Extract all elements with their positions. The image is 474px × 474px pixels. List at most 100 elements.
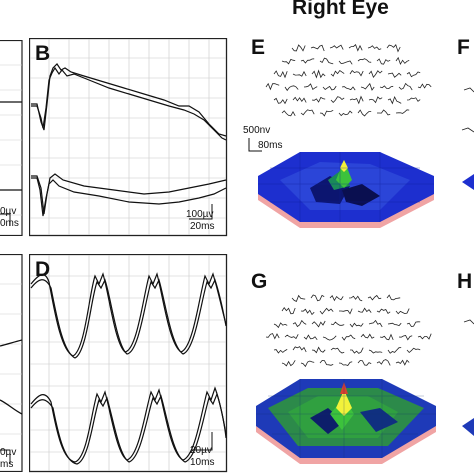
panel-h-partial bbox=[462, 319, 474, 436]
response-trace bbox=[330, 321, 345, 326]
panel-f-partial bbox=[461, 87, 474, 190]
response-trace bbox=[398, 335, 413, 341]
response-trace bbox=[300, 308, 315, 316]
response-trace bbox=[368, 319, 383, 328]
response-trace bbox=[330, 347, 345, 354]
panel-b-scale-amplitude: 100µv bbox=[186, 209, 214, 220]
response-trace bbox=[281, 307, 296, 315]
response-trace bbox=[311, 346, 326, 354]
response-trace bbox=[281, 110, 296, 117]
response-trace bbox=[357, 360, 372, 366]
panel-d-scale-amplitude: 20µv bbox=[190, 445, 212, 456]
response-trace bbox=[387, 72, 402, 78]
response-trace bbox=[291, 294, 306, 302]
figure-title: Right Eye bbox=[292, 0, 389, 19]
response-trace bbox=[376, 58, 391, 65]
response-trace bbox=[265, 333, 280, 340]
response-trace bbox=[360, 333, 375, 339]
response-trace bbox=[395, 359, 410, 366]
response-trace bbox=[311, 320, 326, 328]
response-trace bbox=[386, 44, 401, 53]
response-trace bbox=[379, 333, 394, 341]
response-trace bbox=[395, 56, 410, 66]
response-trace bbox=[284, 334, 299, 340]
response-trace bbox=[319, 359, 334, 366]
response-trace bbox=[341, 334, 356, 341]
panel-f-letter: F bbox=[457, 36, 470, 59]
response-trace bbox=[406, 347, 421, 354]
response-trace bbox=[348, 44, 363, 52]
response-trace bbox=[273, 97, 288, 105]
panel-c-plot bbox=[0, 254, 23, 472]
response-trace bbox=[322, 335, 337, 341]
panel-h-letter: H bbox=[457, 270, 473, 293]
response-trace bbox=[319, 57, 334, 65]
response-trace bbox=[349, 69, 364, 77]
response-trace bbox=[303, 83, 318, 91]
panel-b-plot bbox=[29, 38, 228, 237]
response-trace bbox=[338, 60, 353, 65]
response-trace bbox=[330, 96, 345, 103]
response-trace bbox=[348, 295, 363, 302]
response-trace bbox=[357, 307, 372, 313]
response-trace bbox=[368, 349, 383, 354]
panel-e-scale-time: 80ms bbox=[258, 140, 283, 151]
panel-e-scale-amplitude: 500nv bbox=[243, 125, 271, 136]
panel-a-plot bbox=[0, 40, 23, 236]
response-trace bbox=[310, 44, 325, 52]
response-trace bbox=[387, 347, 402, 354]
response-trace bbox=[377, 109, 391, 116]
response-trace bbox=[281, 58, 296, 65]
response-trace bbox=[329, 44, 344, 50]
panel-e-scale-bar bbox=[248, 138, 262, 152]
response-trace bbox=[367, 294, 382, 301]
response-trace bbox=[265, 82, 280, 91]
response-trace bbox=[322, 85, 337, 91]
response-trace bbox=[338, 110, 353, 117]
panel-d-letter: D bbox=[35, 258, 51, 281]
response-trace bbox=[395, 109, 410, 114]
response-trace bbox=[341, 86, 356, 91]
response-trace bbox=[339, 308, 353, 315]
response-trace bbox=[303, 334, 318, 341]
response-trace bbox=[349, 322, 364, 328]
response-trace bbox=[357, 58, 372, 63]
panel-d-scale-time: 10ms bbox=[190, 457, 215, 468]
panel-b-letter: B bbox=[35, 42, 51, 65]
panel-g-letter: G bbox=[251, 270, 268, 293]
response-trace bbox=[367, 45, 382, 50]
response-trace bbox=[300, 109, 315, 116]
response-trace bbox=[281, 360, 296, 367]
response-trace bbox=[329, 295, 344, 302]
response-trace bbox=[273, 70, 288, 79]
response-trace bbox=[311, 96, 326, 103]
response-trace bbox=[406, 71, 421, 78]
panel-a-scale-time: 0ms bbox=[0, 218, 19, 229]
response-trace bbox=[319, 307, 334, 315]
response-trace bbox=[386, 294, 401, 301]
response-trace bbox=[292, 346, 307, 353]
panel-e-letter: E bbox=[251, 36, 266, 59]
panel-c-scale-amplitude: 0µv bbox=[0, 447, 17, 458]
response-trace bbox=[406, 97, 421, 102]
response-trace bbox=[338, 361, 353, 366]
response-trace bbox=[291, 44, 306, 52]
response-trace bbox=[376, 359, 391, 366]
panel-a-scale-amplitude: 0µv bbox=[0, 206, 17, 217]
response-trace bbox=[273, 349, 288, 354]
response-trace bbox=[360, 82, 375, 91]
response-trace bbox=[292, 319, 307, 328]
response-trace bbox=[387, 322, 402, 327]
response-trace bbox=[292, 70, 307, 77]
panel-b-scale-time: 20ms bbox=[190, 221, 215, 232]
response-trace bbox=[357, 109, 372, 117]
panel-d-plot bbox=[29, 254, 228, 473]
panel-e-topography-map bbox=[258, 152, 434, 228]
response-trace bbox=[395, 308, 410, 315]
response-trace bbox=[387, 95, 402, 105]
response-trace bbox=[350, 347, 364, 354]
panel-g-topography-map bbox=[256, 379, 436, 464]
response-trace bbox=[379, 85, 394, 90]
response-trace bbox=[417, 333, 432, 340]
response-trace bbox=[284, 85, 299, 92]
